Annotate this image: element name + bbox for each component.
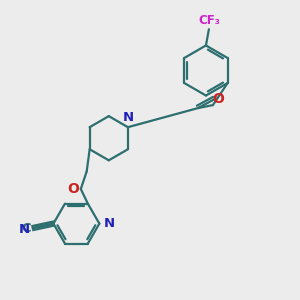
Text: N: N [19,223,30,236]
Text: N: N [122,111,134,124]
Text: C: C [21,222,31,236]
Text: N: N [104,217,115,230]
Text: O: O [212,92,224,106]
Text: CF₃: CF₃ [198,14,220,27]
Text: O: O [68,182,80,196]
